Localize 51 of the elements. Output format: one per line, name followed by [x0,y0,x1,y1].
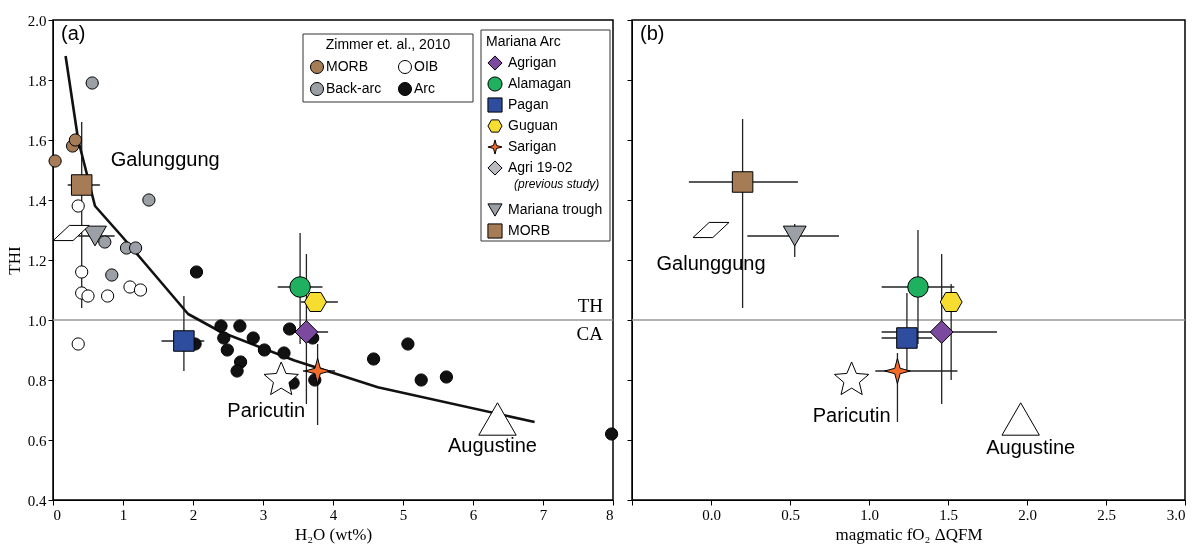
y-tick-label: 1.2 [27,252,47,269]
legend-label: Pagan [508,96,549,112]
x-tick-label: 2.0 [1018,506,1037,523]
x-tick-label: 1 [119,506,128,523]
x-tick-label: 6 [469,506,478,523]
x-tick-label: 7 [539,506,548,523]
annotation: Paricutin [227,399,306,421]
chart-title: (b) [640,22,665,44]
x-tick-label: 8 [606,506,614,523]
legend-label: OIB [414,58,439,74]
annotation: Augustine [986,436,1076,458]
x-tick-label: 3 [259,506,268,523]
y-tick-label: 0.4 [27,492,47,509]
x-tick-label: 2 [189,506,198,523]
y-axis-title: THI [4,246,24,275]
legend-label: Mariana trough [508,201,603,217]
annotation: Augustine [448,434,537,456]
legend-label: MORB [508,222,550,238]
legend-label: Arc [414,80,435,96]
annotation: TH [577,295,604,316]
x-tick-label: 2.5 [1097,506,1116,523]
chart-title: (a) [61,22,86,44]
annotation: CA [576,323,604,344]
legend-label: Alamagan [508,75,572,91]
y-tick-label: 0.6 [27,432,47,449]
annotation: Galunggung [110,148,220,170]
y-tick-label: 1.0 [27,312,47,329]
y-tick-label: 1.8 [27,72,47,89]
x-tick-label: 0 [53,506,61,523]
y-tick-label: 2.0 [27,12,47,29]
x-axis-title: magmatic fO₂ ΔQFM [835,524,983,544]
text: Zimmer et. al., 2010 [325,36,451,52]
x-tick-label: 4 [329,506,338,523]
legend-label: Back-arc [326,80,382,96]
x-tick-label: 3.0 [1166,506,1186,523]
x-tick-label: 5 [399,506,408,523]
y-tick-label: 1.6 [27,132,47,149]
y-tick-label: 0.8 [27,372,47,389]
legend-label: Sarigan [508,138,557,154]
x-tick-label: 0.0 [702,506,721,523]
text: Mariana Arc [486,33,561,49]
x-tick-label: 1.5 [939,506,958,523]
legend-label: Guguan [508,117,558,133]
legend-label: Agri 19-02 (previous study) [508,159,600,191]
x-tick-label: 0.5 [781,506,800,523]
x-axis-title: H₂O (wt%) [294,524,373,544]
legend-label: MORB [326,58,368,74]
annotation: Paricutin [812,404,891,426]
x-tick-label: 1.0 [860,506,879,523]
legend-label: Agrigan [508,54,557,70]
y-tick-label: 1.4 [27,192,47,209]
